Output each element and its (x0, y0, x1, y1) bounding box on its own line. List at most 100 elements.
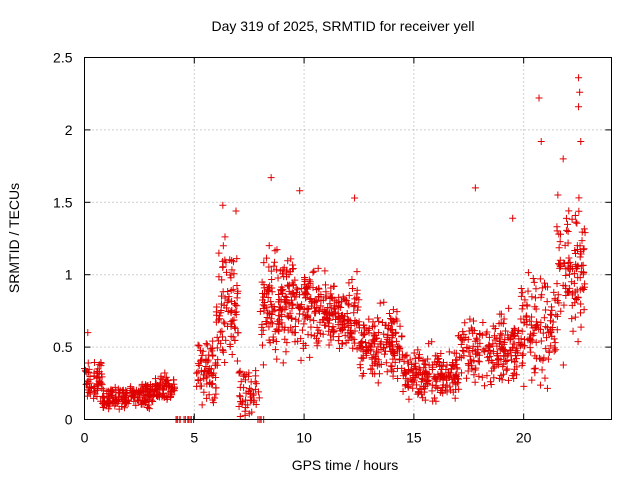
data-point (213, 303, 221, 311)
data-point (144, 403, 152, 411)
data-point (258, 330, 266, 338)
data-point (580, 245, 588, 253)
data-point (163, 395, 171, 403)
data-point (324, 303, 332, 311)
data-point (552, 311, 560, 319)
data-point (521, 296, 529, 304)
data-point (234, 329, 242, 337)
data-point (428, 381, 436, 389)
y-tick-label: 1 (65, 267, 73, 283)
data-point (474, 357, 482, 365)
data-point (339, 339, 347, 347)
data-point (351, 295, 359, 303)
data-point (441, 373, 449, 381)
data-point (518, 352, 526, 360)
data-point (313, 304, 321, 312)
data-point (547, 342, 555, 350)
data-point (577, 323, 585, 331)
data-point (316, 330, 324, 338)
data-point (350, 335, 358, 343)
data-point (388, 348, 396, 356)
data-point (238, 400, 246, 408)
data-point (99, 386, 107, 394)
data-point (260, 284, 268, 292)
data-point (512, 371, 520, 379)
data-point (461, 319, 469, 327)
data-point (203, 394, 211, 402)
data-point (258, 341, 266, 349)
data-point (345, 301, 353, 309)
data-point (419, 357, 427, 365)
data-point (351, 339, 359, 347)
data-point (446, 383, 454, 391)
data-point (124, 397, 132, 405)
data-point (262, 304, 270, 312)
data-point (107, 386, 115, 394)
data-point (138, 380, 146, 388)
y-tick-label: 2 (65, 122, 73, 138)
data-point (529, 275, 537, 283)
data-point (231, 336, 239, 344)
data-point (279, 359, 287, 367)
data-point (551, 339, 559, 347)
data-point (371, 359, 379, 367)
data-point (351, 194, 359, 202)
y-tick-label: 0 (65, 412, 73, 428)
data-point (271, 247, 279, 255)
data-point (468, 326, 476, 334)
data-point (355, 318, 363, 326)
data-point (306, 353, 314, 361)
data-point (500, 315, 508, 323)
data-point (518, 327, 526, 335)
data-point (468, 358, 476, 366)
data-point (325, 327, 333, 335)
data-point (149, 386, 157, 394)
data-point (258, 296, 266, 304)
data-point (267, 298, 275, 306)
data-point (497, 330, 505, 338)
data-point (351, 327, 359, 335)
data-point (268, 275, 276, 283)
data-point (430, 394, 438, 402)
data-point (156, 379, 164, 387)
data-point (203, 372, 211, 380)
data-point (532, 354, 540, 362)
data-point (562, 265, 570, 273)
data-point (215, 249, 223, 257)
data-point (216, 312, 224, 320)
data-point (254, 388, 262, 396)
data-point (564, 227, 572, 235)
data-point (375, 328, 383, 336)
data-point (219, 288, 227, 296)
data-point (227, 274, 235, 282)
data-point (285, 271, 293, 279)
data-point (371, 322, 379, 330)
data-point (353, 306, 361, 314)
data-point (478, 331, 486, 339)
data-point (553, 312, 561, 320)
data-point (228, 297, 236, 305)
data-point (274, 317, 282, 325)
data-point (394, 374, 402, 382)
data-point (540, 354, 548, 362)
data-point (448, 359, 456, 367)
y-tick-label: 0.5 (53, 339, 73, 355)
data-point (391, 358, 399, 366)
data-point (200, 388, 208, 396)
data-point (296, 187, 304, 195)
data-point (402, 352, 410, 360)
data-point (297, 356, 305, 364)
data-point (475, 372, 483, 380)
data-point (307, 302, 315, 310)
data-point (315, 337, 323, 345)
data-point (572, 218, 580, 226)
data-point (203, 341, 211, 349)
data-point (464, 360, 472, 368)
data-point (267, 315, 275, 323)
data-point (278, 283, 286, 291)
data-point (339, 323, 347, 331)
data-point (389, 368, 397, 376)
data-point (356, 361, 364, 369)
data-point (288, 279, 296, 287)
